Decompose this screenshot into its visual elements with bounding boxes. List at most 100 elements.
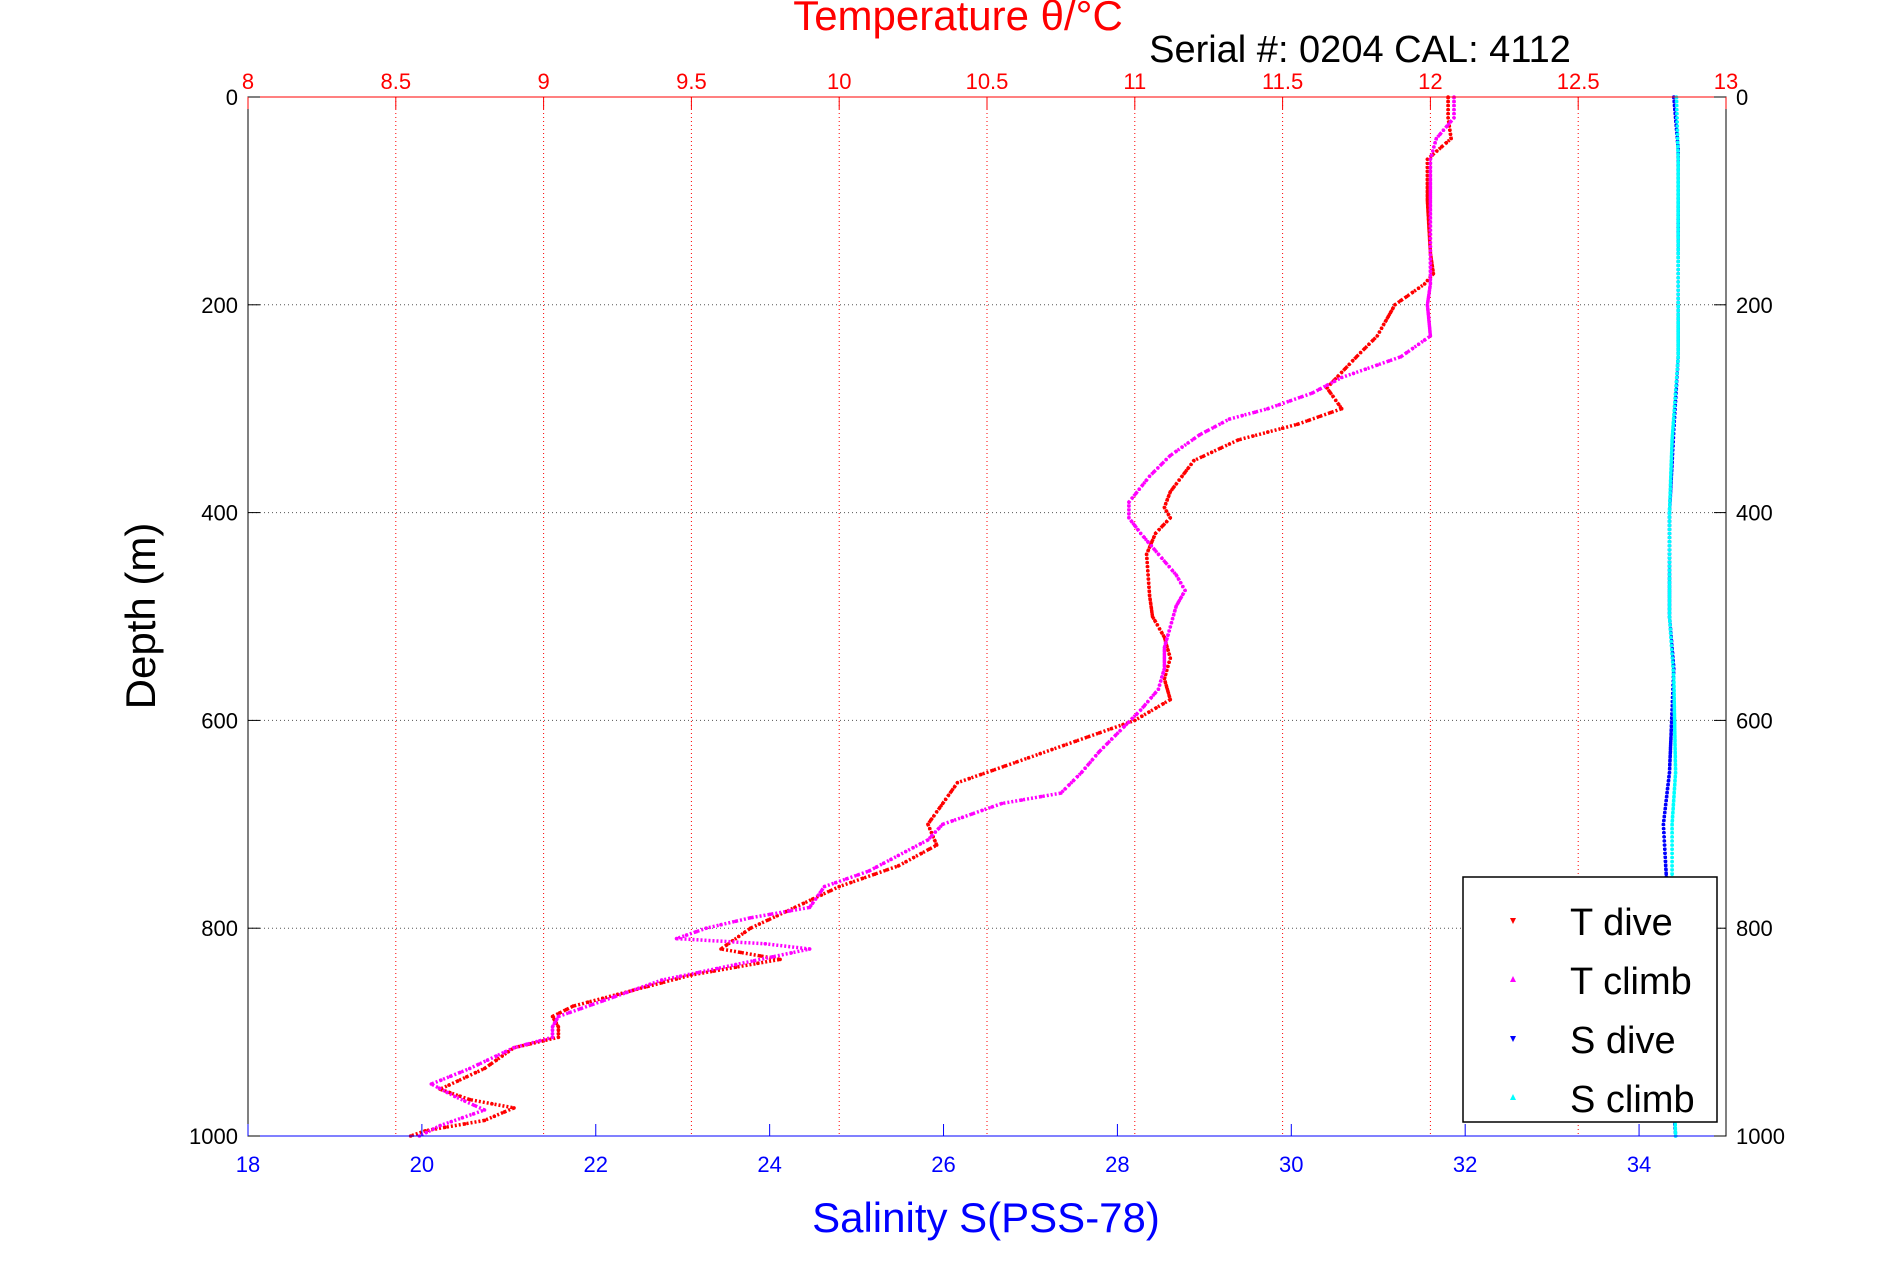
data-point <box>1162 662 1167 667</box>
data-point <box>1668 631 1673 635</box>
data-point <box>556 1028 561 1033</box>
data-point <box>1428 194 1433 199</box>
data-point <box>1670 438 1674 442</box>
data-point <box>1667 606 1672 610</box>
data-point <box>1662 814 1667 819</box>
data-point <box>1428 253 1433 257</box>
data-point <box>1672 713 1677 718</box>
data-point <box>443 1125 447 1130</box>
data-point <box>1147 589 1152 594</box>
data-point <box>748 916 753 920</box>
data-point <box>950 819 955 823</box>
data-point <box>1666 782 1670 787</box>
data-point <box>1676 153 1680 157</box>
data-point <box>752 958 756 963</box>
data-point <box>1428 240 1433 245</box>
data-point <box>1151 535 1156 540</box>
data-point <box>1325 386 1329 390</box>
data-point <box>757 922 762 926</box>
data-point <box>1280 426 1285 431</box>
data-point <box>674 936 679 941</box>
data-point <box>1673 1126 1678 1130</box>
data-point <box>1676 226 1680 231</box>
data-point <box>492 1114 497 1119</box>
data-point <box>556 1035 561 1040</box>
data-point <box>756 961 760 966</box>
temperature-tick-label: 11.5 <box>1262 69 1303 94</box>
data-point <box>1399 355 1403 359</box>
data-point <box>1227 417 1232 421</box>
depth-tick-label-right: 400 <box>1736 501 1773 526</box>
data-point <box>1675 371 1679 376</box>
data-point <box>1676 190 1680 194</box>
data-point <box>1676 202 1680 206</box>
data-point <box>1425 194 1430 199</box>
data-point <box>1425 199 1430 203</box>
data-point <box>1105 741 1110 746</box>
data-point <box>1181 592 1185 597</box>
data-point <box>1441 128 1446 132</box>
data-point <box>1167 493 1171 498</box>
data-point <box>1166 664 1170 669</box>
data-point <box>1328 410 1333 415</box>
data-point <box>1138 708 1143 712</box>
data-point <box>1127 504 1131 508</box>
data-point <box>1672 685 1676 689</box>
data-point <box>1428 165 1433 170</box>
data-point <box>1672 701 1677 705</box>
series-s-climb <box>1667 95 1680 1138</box>
data-point <box>1019 798 1024 802</box>
data-point <box>1168 625 1173 629</box>
data-point <box>1672 709 1677 714</box>
data-point <box>1675 132 1680 137</box>
data-point <box>1670 859 1674 864</box>
data-point <box>1676 161 1680 166</box>
data-point <box>1676 263 1680 268</box>
data-point <box>861 876 865 881</box>
data-point <box>1428 211 1433 216</box>
data-point <box>1445 124 1449 128</box>
data-point <box>439 1078 443 1082</box>
data-point <box>1310 391 1314 395</box>
data-point <box>1671 672 1676 677</box>
data-point <box>867 869 871 873</box>
data-point <box>1156 552 1161 556</box>
data-point <box>1317 387 1322 392</box>
data-point <box>1147 585 1151 590</box>
data-point <box>1670 652 1674 656</box>
data-point <box>1667 573 1672 577</box>
data-point <box>1676 165 1680 170</box>
data-point <box>1174 604 1178 608</box>
data-point <box>768 912 772 917</box>
data-point <box>932 814 936 818</box>
axis-ticks: 0 0 200 200 400 400 600 600 800 800 1000 1000 8 8.5 9 9… <box>189 69 1785 1177</box>
data-point <box>445 1090 449 1095</box>
data-point <box>1670 429 1675 434</box>
data-point <box>1676 214 1680 219</box>
data-point <box>1668 478 1673 483</box>
data-point <box>564 1007 569 1012</box>
data-point <box>1674 379 1679 384</box>
data-point <box>1428 178 1433 182</box>
data-point <box>1672 689 1676 693</box>
data-point <box>1277 403 1281 407</box>
data-point <box>1674 99 1679 103</box>
data-point <box>1675 363 1680 367</box>
data-point <box>1662 818 1666 823</box>
data-point <box>943 797 948 802</box>
data-point <box>789 951 793 955</box>
data-point <box>1328 390 1332 394</box>
data-point <box>1062 743 1066 748</box>
data-point <box>1160 462 1164 466</box>
data-point <box>1428 190 1433 195</box>
data-point <box>1673 782 1677 787</box>
data-point <box>1676 169 1680 174</box>
data-point <box>1363 367 1368 372</box>
data-point <box>1667 535 1672 540</box>
temperature-tick-label: 11 <box>1123 69 1146 94</box>
data-point <box>1428 174 1433 178</box>
data-point <box>1669 462 1673 466</box>
data-point <box>1428 170 1433 174</box>
data-point <box>1452 107 1456 112</box>
data-point <box>1671 421 1676 426</box>
